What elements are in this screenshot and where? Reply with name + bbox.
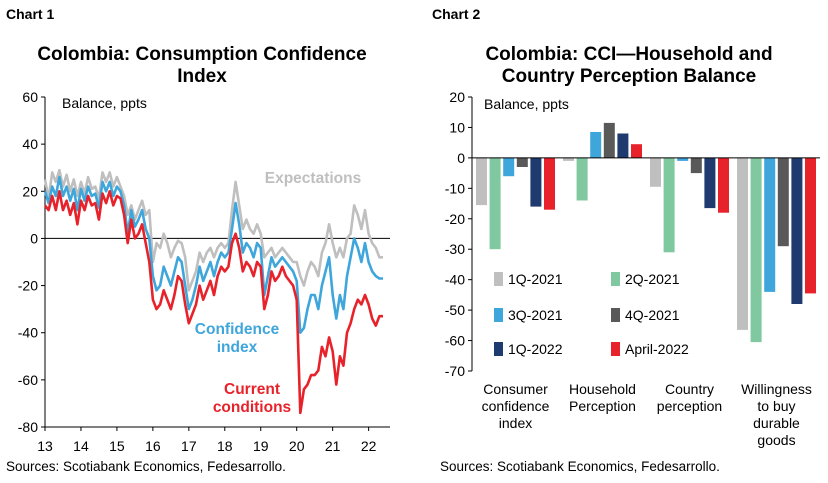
chart1-x-tick-label: 13 <box>37 438 53 454</box>
chart2-bar-1q-2022 <box>704 157 716 209</box>
chart2-bar-april-2022 <box>805 157 816 294</box>
chart2-bar-2q-2021 <box>750 157 762 343</box>
chart1-x-tick-label: 19 <box>253 438 269 454</box>
chart2-bar-3q-2021 <box>764 157 776 292</box>
chart2-category-label: durable <box>753 415 800 431</box>
chart1-y-tick-label: -40 <box>18 325 38 341</box>
chart2-bar-3q-2021 <box>503 157 515 177</box>
chart2-legend-label-1q-2021: 1Q-2021 <box>508 271 563 287</box>
chart1-title-line2: Index <box>177 66 227 87</box>
chart1-x-tick-label: 22 <box>361 438 377 454</box>
chart1-source: Sources: Scotiabank Economics, Fedesarro… <box>6 459 286 474</box>
chart2-legend-label-3q-2021: 3Q-2021 <box>508 307 563 323</box>
chart2-bar-1q-2022 <box>530 157 542 207</box>
chart2-y-tick-label: -10 <box>445 180 465 196</box>
chart2-legend-swatch-2q-2021 <box>611 272 620 286</box>
chart1-series-label-current-conditions: Current <box>224 381 280 398</box>
chart1-y-axis-label: Balance, ppts <box>62 95 147 111</box>
chart2-bar-2q-2021 <box>576 157 588 201</box>
chart1-y-tick-label: 0 <box>30 230 38 246</box>
chart1-series-line-confidence-index <box>43 175 383 334</box>
chart2-category-label: confidence <box>482 398 550 414</box>
chart1-x-tick-label: 14 <box>73 438 89 454</box>
chart2-bar-1q-2021 <box>563 157 574 161</box>
chart2-legend-swatch-4q-2021 <box>611 308 620 322</box>
chart2-category-label: Willingness <box>741 381 812 397</box>
chart2-source: Sources: Scotiabank Economics, Fedesarro… <box>440 459 720 474</box>
chart1-x-tick-label: 17 <box>181 438 197 454</box>
chart2-legend-swatch-april-2022 <box>611 342 620 356</box>
chart1-x-tick-label: 21 <box>325 438 341 454</box>
chart2-category-label: Country <box>665 381 714 397</box>
chart2-y-tick-label: 0 <box>457 150 465 166</box>
chart2-category-label: Consumer <box>483 381 548 397</box>
chart2-y-tick-label: 20 <box>449 89 465 105</box>
chart2-bar-4q-2021 <box>603 122 615 158</box>
chart1-y-tick-label: -60 <box>18 372 38 388</box>
chart2-y-tick-label: -50 <box>445 302 465 318</box>
chart2-y-tick-label: -20 <box>445 211 465 227</box>
chart2-bar-2q-2021 <box>489 157 501 250</box>
chart1-title-line1: Colombia: Consumption Confidence <box>37 44 367 65</box>
chart1-series-label-current-conditions: conditions <box>213 399 291 416</box>
chart2-bar-april-2022 <box>631 144 642 158</box>
chart1-series-label-confidence-index: index <box>217 339 258 356</box>
chart2-title: Colombia: CCI—Household and Country Perc… <box>430 44 828 88</box>
chart2-bar-april-2022 <box>544 157 555 210</box>
chart2-legend-label-2q-2021: 2Q-2021 <box>625 271 680 287</box>
chart2-bar-3q-2021 <box>677 157 689 161</box>
chart2-bar-1q-2022 <box>791 157 803 304</box>
chart1-x-tick-label: 18 <box>217 438 233 454</box>
chart2-legend-label-april-2022: April-2022 <box>625 341 689 357</box>
chart2-y-tick-label: -60 <box>445 333 465 349</box>
chart1-x-tick-label: 15 <box>109 438 125 454</box>
chart2-legend-swatch-3q-2021 <box>494 308 503 322</box>
chart1-x-tick-label: 20 <box>289 438 305 454</box>
chart2-category-label: goods <box>757 432 795 448</box>
chart2-bar-1q-2021 <box>476 157 487 206</box>
chart2-bar-4q-2021 <box>690 157 702 174</box>
chart2-legend-swatch-1q-2021 <box>494 272 503 286</box>
chart2-category-label: Household <box>569 381 636 397</box>
chart2-bar-1q-2021 <box>737 157 748 330</box>
chart1-y-tick-label: 20 <box>22 183 38 199</box>
chart1-series-label-confidence-index: Confidence <box>195 321 280 338</box>
chart2-label: Chart 2 <box>432 6 481 22</box>
chart1-series-line-current-conditions <box>43 190 383 415</box>
chart1-series-label-expectations: Expectations <box>265 170 361 187</box>
chart2-bar-3q-2021 <box>590 132 602 158</box>
chart2-bar-4q-2021 <box>516 157 528 167</box>
chart2-legend-label-1q-2022: 1Q-2022 <box>508 341 563 357</box>
chart1-y-tick-label: -20 <box>18 278 38 294</box>
chart1-series-line-expectations <box>43 168 383 292</box>
chart2-bar-4q-2021 <box>777 157 789 247</box>
chart2-bar-1q-2022 <box>617 133 629 158</box>
chart2-category-label: to buy <box>757 398 795 414</box>
chart1-y-tick-label: 60 <box>22 89 38 105</box>
chart2-bar-april-2022 <box>718 157 729 213</box>
chart2-title-line2: Country Perception Balance <box>501 66 757 87</box>
chart2-category-label: perception <box>657 398 722 414</box>
chart1-title: Colombia: Consumption Confidence Index <box>8 44 396 88</box>
chart1-y-tick-label: -80 <box>18 419 38 435</box>
chart2-y-tick-label: -40 <box>445 272 465 288</box>
chart2-y-tick-label: -70 <box>445 363 465 379</box>
chart2-y-tick-label: -30 <box>445 241 465 257</box>
chart2-legend-label-4q-2021: 4Q-2021 <box>625 307 680 323</box>
chart1-x-tick-label: 16 <box>145 438 161 454</box>
chart2-y-axis-label: Balance, ppts <box>484 96 569 112</box>
chart2-category-label: Perception <box>569 398 636 414</box>
chart2-category-label: index <box>499 415 532 431</box>
chart2-legend-swatch-1q-2022 <box>494 342 503 356</box>
chart1-y-tick-label: 40 <box>22 136 38 152</box>
chart1-label: Chart 1 <box>6 6 55 22</box>
chart2-y-tick-label: 10 <box>449 119 465 135</box>
chart2-title-line1: Colombia: CCI—Household and <box>485 44 773 65</box>
chart2-bar-2q-2021 <box>663 157 675 253</box>
chart2-bar-1q-2021 <box>650 157 661 187</box>
